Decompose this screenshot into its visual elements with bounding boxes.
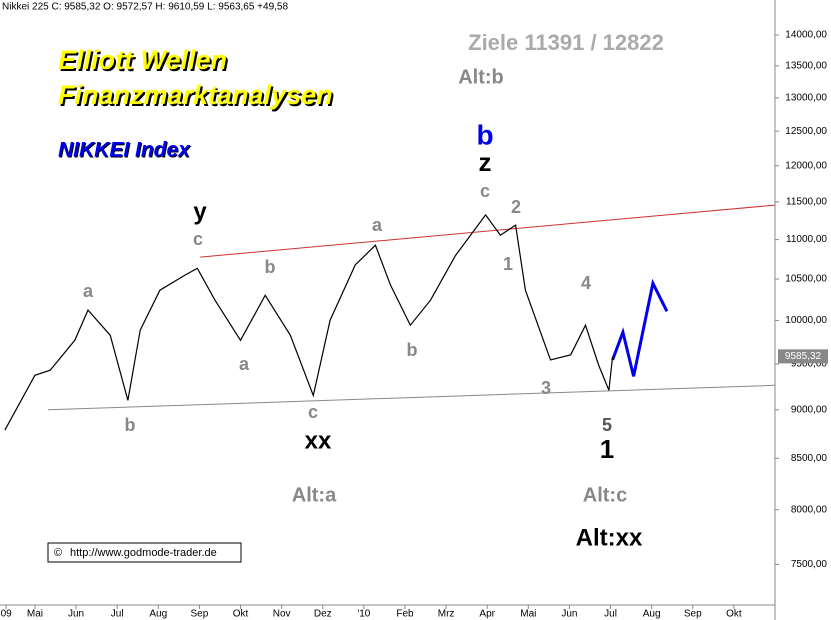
x-tick-label: 09 [1, 609, 13, 620]
wave-label: 4 [581, 273, 591, 293]
x-tick-label: Sep [684, 609, 702, 620]
wave-label: b [407, 340, 418, 360]
wave-label: y [193, 198, 207, 225]
wave-label: Alt:c [583, 484, 627, 506]
x-tick-label: Mrz [438, 609, 455, 620]
wave-label: a [239, 354, 250, 374]
wave-label: xx [305, 427, 332, 454]
x-tick-label: Nov [273, 609, 291, 620]
wave-label: Alt:xx [576, 524, 643, 551]
y-tick-label: 14000,00 [785, 30, 827, 41]
copyright-url: http://www.godmode-trader.de [70, 547, 217, 559]
x-tick-label: Sep [191, 609, 209, 620]
x-tick-label: Mai [520, 609, 536, 620]
x-tick-label: Aug [643, 609, 661, 620]
x-tick-label: Mai [27, 609, 43, 620]
wave-label: Alt:a [292, 484, 337, 506]
wave-label: 5 [602, 415, 612, 435]
x-tick-label: Okt [726, 609, 742, 620]
chart-title: Ziele 11391 / 12822 [468, 30, 664, 55]
y-tick-label: 9500,00 [791, 359, 828, 370]
wave-label: b [476, 119, 493, 150]
x-tick-label: Jun [68, 609, 84, 620]
wave-label: z [479, 147, 492, 177]
subtitle-shadow: NIKKEI Index [59, 140, 192, 163]
y-tick-label: 9000,00 [791, 404, 828, 415]
price-marker [778, 349, 828, 364]
x-tick-label: Jul [604, 609, 617, 620]
trend-line [48, 384, 776, 411]
y-tick-label: 13000,00 [785, 93, 827, 104]
copyright-symbol: © [54, 547, 62, 559]
y-tick-label: 8000,00 [791, 504, 828, 515]
price-line [4, 213, 614, 431]
y-tick-label: 12500,00 [785, 126, 827, 137]
y-tick-label: 8500,00 [791, 453, 828, 464]
wave-label: a [83, 281, 94, 301]
logo-shadow: Elliott Wellen [60, 47, 229, 77]
wave-label: a [372, 215, 383, 235]
projection-line [611, 278, 669, 377]
y-tick-label: 12000,00 [785, 160, 827, 171]
x-tick-label: Okt [233, 609, 249, 620]
axes: 7500,00 8000,00 8500,00 9000,00 9500,00 10000… [1, 30, 828, 620]
wave-label: 1 [503, 254, 513, 274]
wave-label: 2 [511, 197, 521, 217]
wave-label: c [308, 402, 318, 422]
x-tick-label: Aug [149, 609, 167, 620]
price-marker-label: 9585,32 [785, 351, 822, 362]
logo-shadow: Finanzmarktanalysen [60, 82, 335, 112]
y-tick-label: 10500,00 [785, 274, 827, 285]
x-tick-label: Apr [479, 609, 495, 620]
logo-text: Elliott Wellen [58, 45, 227, 75]
x-tick-label: Dez [314, 609, 332, 620]
wave-label: b [125, 415, 136, 435]
trend-line [200, 204, 776, 258]
x-tick-label: Feb [396, 609, 414, 620]
y-tick-label: 11500,00 [786, 197, 827, 208]
y-tick-label: 11000,00 [786, 234, 827, 245]
subtitle: NIKKEI Index [58, 139, 191, 162]
wave-label: b [265, 257, 276, 277]
y-tick-label: 13500,00 [785, 61, 827, 72]
y-tick-label: 7500,00 [791, 559, 828, 570]
y-tick-label: 10000,00 [785, 315, 827, 326]
header: Nikkei 225 C: 9585,32 O: 9572,57 H: 9610… [2, 2, 288, 13]
wave-label: 1 [600, 434, 614, 464]
wave-label: Alt:b [458, 66, 504, 88]
x-tick-label: Jul [111, 609, 124, 620]
x-tick-label: '10 [357, 609, 370, 620]
wave-label: c [480, 181, 490, 201]
wave-label: 3 [541, 378, 551, 398]
copyright-box [47, 542, 242, 563]
wave-label: c [193, 229, 203, 249]
x-tick-label: Jun [561, 609, 577, 620]
plot [4, 204, 776, 431]
logo-text: Finanzmarktanalysen [58, 80, 333, 110]
